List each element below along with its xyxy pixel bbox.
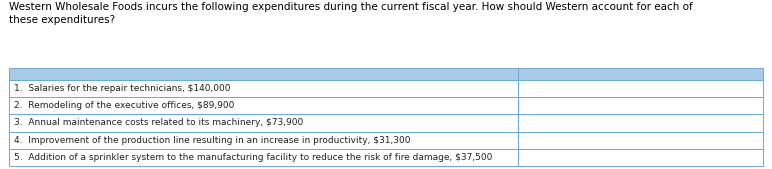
Text: 2.  Remodeling of the executive offices, $89,900: 2. Remodeling of the executive offices, … <box>14 101 234 110</box>
Text: 5.  Addition of a sprinkler system to the manufacturing facility to reduce the r: 5. Addition of a sprinkler system to the… <box>14 153 493 162</box>
Text: Western Wholesale Foods incurs the following expenditures during the current fis: Western Wholesale Foods incurs the follo… <box>9 2 693 25</box>
Text: 4.  Improvement of the production line resulting in an increase in productivity,: 4. Improvement of the production line re… <box>14 136 411 144</box>
Text: 1.  Salaries for the repair technicians, $140,000: 1. Salaries for the repair technicians, … <box>14 84 230 93</box>
Text: 3.  Annual maintenance costs related to its machinery, $73,900: 3. Annual maintenance costs related to i… <box>14 118 303 127</box>
